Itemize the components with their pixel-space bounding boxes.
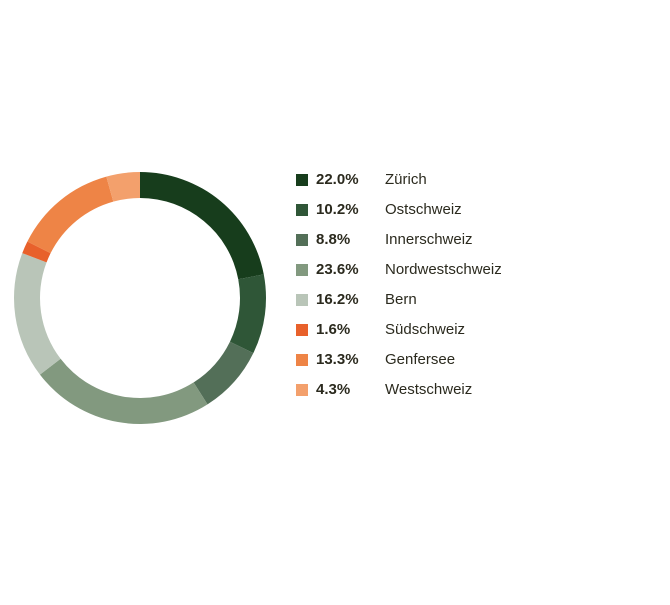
legend-value: 1.6% xyxy=(316,321,350,338)
donut-segment xyxy=(106,172,140,202)
legend-swatch xyxy=(296,354,308,366)
legend-label: Zürich xyxy=(385,171,427,188)
donut-segment xyxy=(22,241,51,263)
legend-value: 23.6% xyxy=(316,261,359,278)
donut-segment xyxy=(13,253,61,375)
legend-swatch xyxy=(296,174,308,186)
legend-value: 16.2% xyxy=(316,291,359,308)
legend-label: Südschweiz xyxy=(385,321,465,338)
donut-segment xyxy=(140,172,264,280)
legend-label: Genfersee xyxy=(385,351,455,368)
legend-label: Westschweiz xyxy=(385,381,472,398)
legend-label: Nordwestschweiz xyxy=(385,261,502,278)
legend-label: Innerschweiz xyxy=(385,231,473,248)
legend-value: 4.3% xyxy=(316,381,350,398)
legend-value: 13.3% xyxy=(316,351,359,368)
donut-segment xyxy=(27,176,114,254)
legend-swatch xyxy=(296,204,308,216)
legend-swatch xyxy=(296,294,308,306)
donut-segment xyxy=(193,341,254,405)
donut-segment xyxy=(39,358,208,424)
legend-label: Bern xyxy=(385,291,417,308)
donut-segment xyxy=(229,274,266,354)
legend-swatch xyxy=(296,234,308,246)
legend-swatch xyxy=(296,324,308,336)
legend-swatch xyxy=(296,264,308,276)
legend-value: 10.2% xyxy=(316,201,359,218)
legend-value: 22.0% xyxy=(316,171,359,188)
legend-value: 8.8% xyxy=(316,231,350,248)
legend-label: Ostschweiz xyxy=(385,201,462,218)
legend-swatch xyxy=(296,384,308,396)
